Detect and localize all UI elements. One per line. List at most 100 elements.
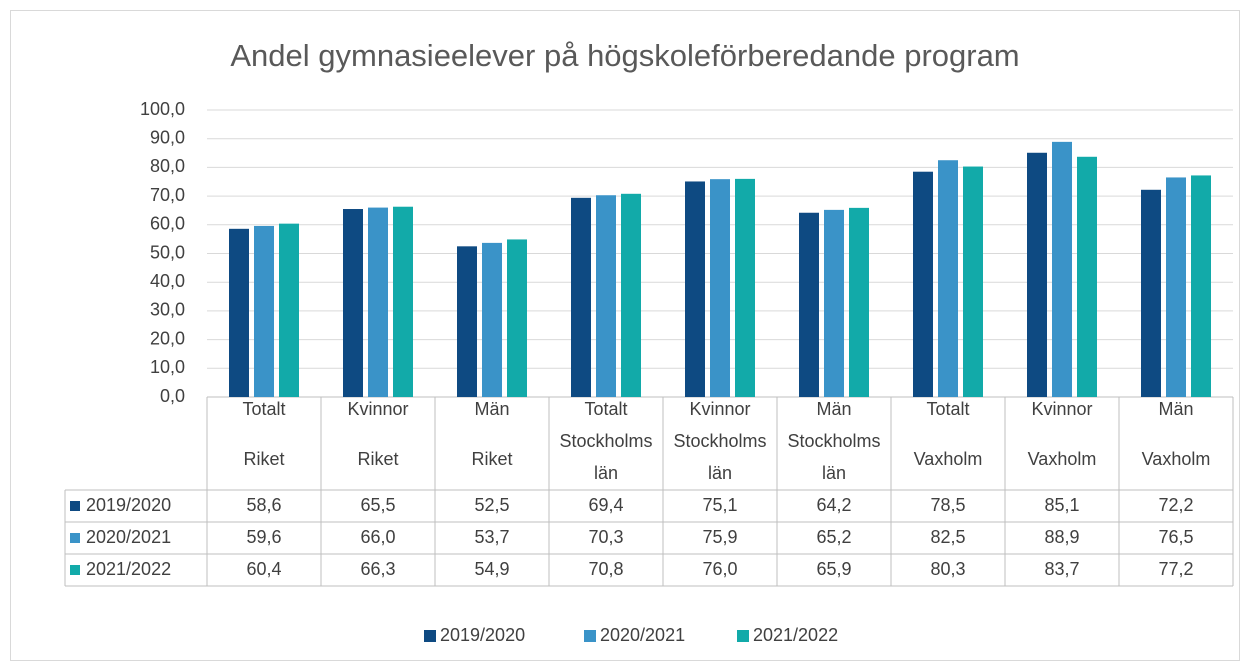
- table-value: 53,7: [474, 527, 509, 547]
- legend-key: [737, 630, 749, 642]
- table-legend-key: [70, 533, 80, 543]
- table-value: 83,7: [1044, 559, 1079, 579]
- bar: [507, 239, 527, 397]
- table-value: 72,2: [1158, 495, 1193, 515]
- bar: [279, 223, 299, 397]
- table-value: 80,3: [930, 559, 965, 579]
- table-value: 70,3: [588, 527, 623, 547]
- x-tick-label: Riket: [243, 449, 284, 469]
- table-value: 69,4: [588, 495, 623, 515]
- table-value: 58,6: [246, 495, 281, 515]
- bar: [849, 207, 869, 397]
- bar: [1027, 152, 1047, 397]
- table-value: 59,6: [246, 527, 281, 547]
- legend-key: [584, 630, 596, 642]
- x-tick-label: Totalt: [242, 399, 285, 419]
- table-value: 75,1: [702, 495, 737, 515]
- bar: [368, 207, 388, 397]
- y-tick-label: 50,0: [150, 242, 185, 262]
- table-value: 75,9: [702, 527, 737, 547]
- bar: [1191, 175, 1211, 397]
- bar: [685, 181, 705, 397]
- x-tick-label: Stockholms: [673, 431, 766, 451]
- y-tick-label: 10,0: [150, 357, 185, 377]
- bar: [1077, 156, 1097, 397]
- y-tick-label: 60,0: [150, 214, 185, 234]
- bar: [913, 171, 933, 397]
- x-tick-label: Vaxholm: [1142, 449, 1211, 469]
- table-value: 54,9: [474, 559, 509, 579]
- bar: [710, 179, 730, 397]
- legend-label: 2019/2020: [440, 625, 525, 645]
- bar: [1166, 177, 1186, 397]
- y-tick-label: 0,0: [160, 386, 185, 406]
- x-tick-label: län: [594, 463, 618, 483]
- bar: [571, 197, 591, 397]
- table-legend-key: [70, 565, 80, 575]
- y-tick-label: 40,0: [150, 271, 185, 291]
- table-series-name: 2021/2022: [86, 559, 171, 579]
- legend-label: 2020/2021: [600, 625, 685, 645]
- x-tick-label: Totalt: [926, 399, 969, 419]
- bar: [1141, 189, 1161, 397]
- table-value: 52,5: [474, 495, 509, 515]
- x-tick-label: Riket: [357, 449, 398, 469]
- bar: [621, 193, 641, 397]
- bar: [963, 166, 983, 397]
- table-value: 76,5: [1158, 527, 1193, 547]
- x-tick-label: Totalt: [584, 399, 627, 419]
- x-tick-label: Riket: [471, 449, 512, 469]
- table-value: 70,8: [588, 559, 623, 579]
- bar: [596, 195, 616, 397]
- x-tick-label: Män: [474, 399, 509, 419]
- table-value: 76,0: [702, 559, 737, 579]
- x-tick-label: Stockholms: [787, 431, 880, 451]
- bar: [735, 178, 755, 397]
- x-tick-label: Kvinnor: [1031, 399, 1092, 419]
- chart-title: Andel gymnasieelever på högskoleförbered…: [230, 38, 1019, 73]
- table-series-name: 2020/2021: [86, 527, 171, 547]
- y-tick-label: 90,0: [150, 127, 185, 147]
- table-value: 65,2: [816, 527, 851, 547]
- table-value: 78,5: [930, 495, 965, 515]
- x-tick-label: Kvinnor: [347, 399, 408, 419]
- x-tick-label: län: [822, 463, 846, 483]
- bar: [457, 246, 477, 397]
- x-tick-label: Vaxholm: [914, 449, 983, 469]
- x-tick-label: Män: [1158, 399, 1193, 419]
- table-value: 66,3: [360, 559, 395, 579]
- legend-key: [424, 630, 436, 642]
- x-tick-label: län: [708, 463, 732, 483]
- bar: [229, 228, 249, 397]
- bar: [393, 206, 413, 397]
- x-tick-label: Vaxholm: [1028, 449, 1097, 469]
- table-value: 65,5: [360, 495, 395, 515]
- bar: [824, 209, 844, 397]
- x-tick-label: Kvinnor: [689, 399, 750, 419]
- table-value: 66,0: [360, 527, 395, 547]
- table-value: 64,2: [816, 495, 851, 515]
- y-tick-label: 70,0: [150, 185, 185, 205]
- bar: [482, 242, 502, 397]
- table-series-name: 2019/2020: [86, 495, 171, 515]
- table-value: 65,9: [816, 559, 851, 579]
- bar: [343, 209, 363, 397]
- table-value: 82,5: [930, 527, 965, 547]
- table-value: 88,9: [1044, 527, 1079, 547]
- y-tick-label: 80,0: [150, 156, 185, 176]
- bar: [938, 160, 958, 397]
- legend-label: 2021/2022: [753, 625, 838, 645]
- x-tick-label: Män: [816, 399, 851, 419]
- table-value: 60,4: [246, 559, 281, 579]
- x-tick-label: Stockholms: [559, 431, 652, 451]
- table-value: 77,2: [1158, 559, 1193, 579]
- bar: [799, 212, 819, 397]
- table-value: 85,1: [1044, 495, 1079, 515]
- bar: [254, 225, 274, 397]
- y-tick-label: 100,0: [140, 99, 185, 119]
- y-tick-label: 20,0: [150, 328, 185, 348]
- y-tick-label: 30,0: [150, 300, 185, 320]
- bar: [1052, 141, 1072, 397]
- table-legend-key: [70, 501, 80, 511]
